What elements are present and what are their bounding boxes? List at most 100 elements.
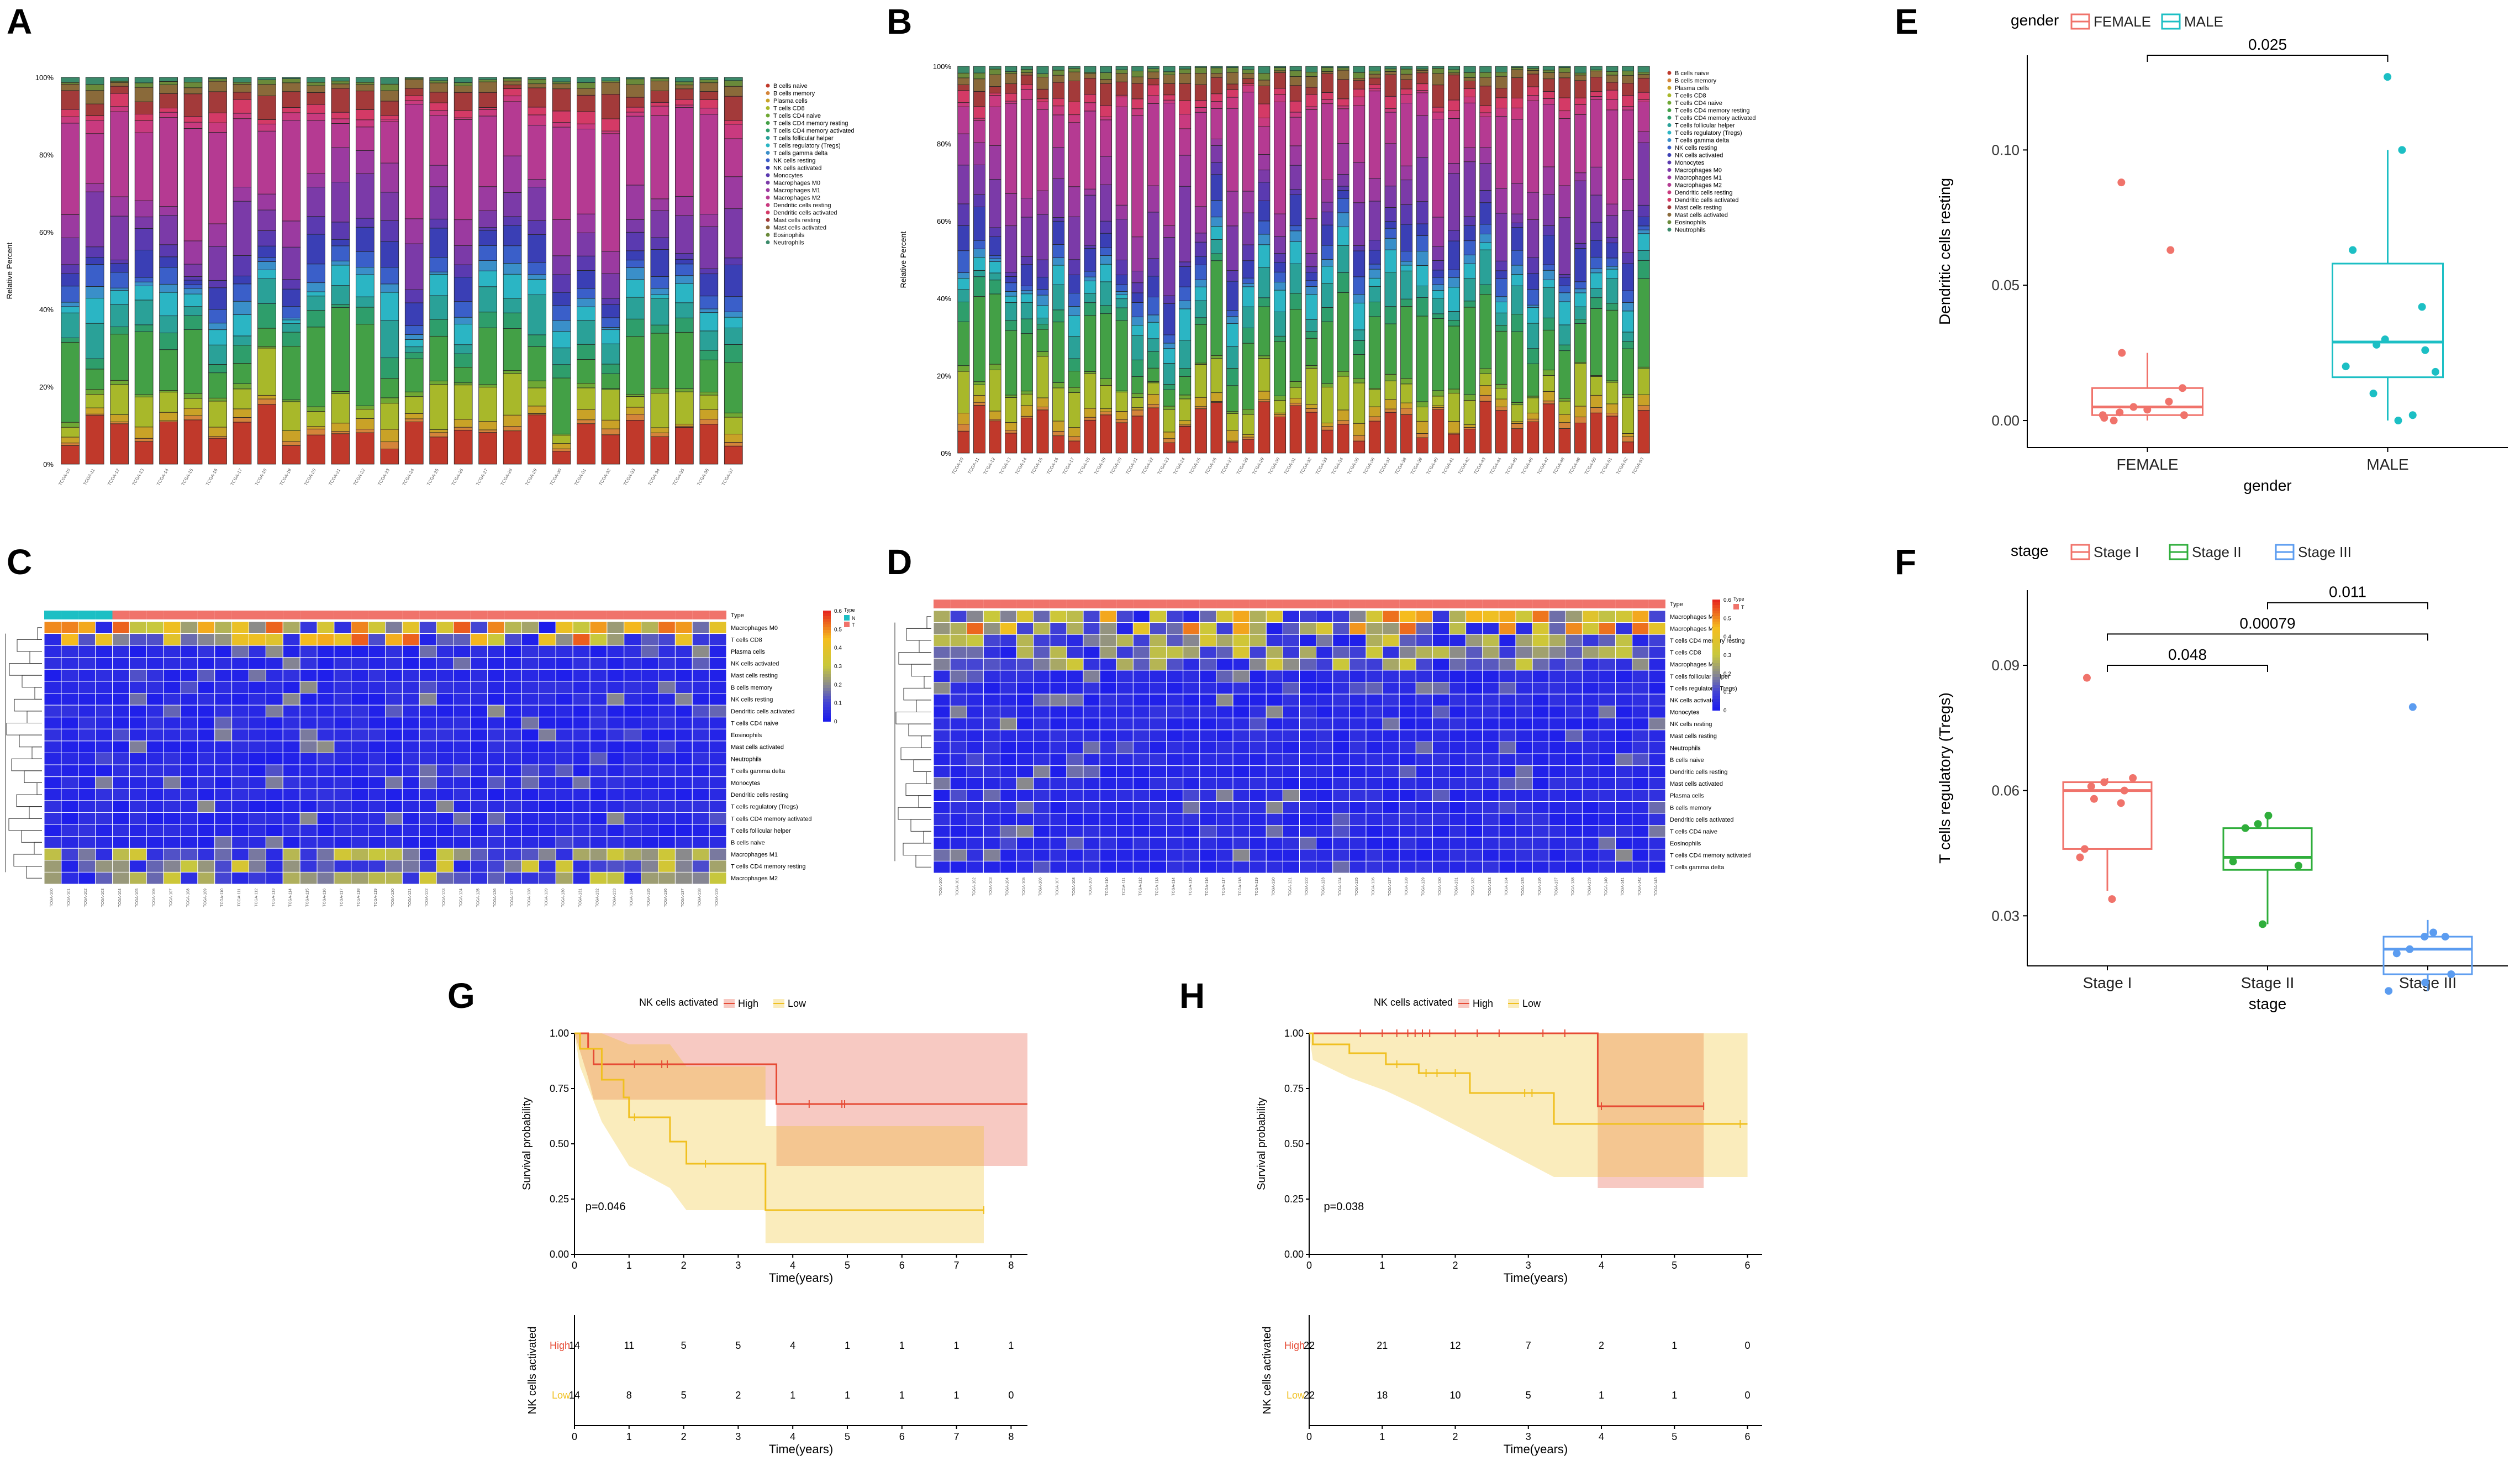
bar-segment xyxy=(208,287,227,310)
row-label: T cells follicular helper xyxy=(731,828,791,834)
heatmap-cell xyxy=(658,860,676,873)
bar-segment xyxy=(1258,306,1270,356)
bar-segment xyxy=(1100,220,1113,234)
heatmap-cell xyxy=(933,706,951,718)
bar-segment xyxy=(454,86,473,93)
bar-segment xyxy=(1400,402,1413,409)
bar-segment xyxy=(973,106,985,119)
heatmap-cell xyxy=(1316,765,1333,778)
heatmap-cell xyxy=(44,657,62,670)
heatmap-cell xyxy=(624,788,642,801)
heatmap-cell xyxy=(1615,813,1633,826)
column-label: TCGA-129 xyxy=(1421,877,1425,896)
heatmap-cell xyxy=(1565,849,1583,861)
heatmap-cell xyxy=(1232,622,1250,635)
heatmap-cell xyxy=(44,836,62,849)
heatmap-cell xyxy=(197,824,215,837)
heatmap-cell xyxy=(487,681,505,694)
heatmap-cell xyxy=(299,633,318,646)
bar-segment xyxy=(1384,96,1397,109)
x-axis-label: Time(years) xyxy=(1504,1271,1568,1285)
row-label: T cells CD4 naive xyxy=(1670,828,1717,835)
heatmap-cell xyxy=(1599,742,1616,754)
bar-segment xyxy=(626,407,645,415)
heatmap-cell xyxy=(1548,682,1566,695)
heatmap-cell xyxy=(44,705,62,718)
bar-segment xyxy=(257,119,276,124)
bar-segment xyxy=(110,327,129,335)
legend-label: T cells CD4 memory resting xyxy=(773,120,848,127)
bar-segment xyxy=(1226,411,1239,414)
legend-title: NK cells activated xyxy=(639,997,718,1008)
heatmap-cell xyxy=(299,705,318,718)
bar-segment xyxy=(85,90,104,104)
annotation-cell xyxy=(385,611,403,619)
column-label: TCGA-107 xyxy=(170,889,173,907)
heatmap-cell xyxy=(334,860,352,873)
bar-segment xyxy=(1448,320,1461,327)
heatmap-cell xyxy=(624,753,642,765)
heatmap-cell xyxy=(265,764,283,777)
bar-segment xyxy=(257,123,276,132)
heatmap-cell xyxy=(231,669,249,682)
heatmap-cell xyxy=(1199,837,1217,850)
risk-count: 2 xyxy=(1599,1340,1604,1351)
bar-segment xyxy=(601,82,620,94)
bar-segment xyxy=(1574,66,1587,73)
bar-segment xyxy=(1542,280,1555,288)
bar-segment xyxy=(1337,70,1349,80)
heatmap-cell xyxy=(641,728,658,742)
legend-label: T cells follicular helper xyxy=(1675,123,1735,129)
heatmap-cell xyxy=(1282,849,1300,861)
bar-segment xyxy=(699,80,719,83)
heatmap-cell xyxy=(589,681,608,694)
bar-segment xyxy=(699,274,719,297)
heatmap-cell xyxy=(1499,622,1516,635)
annotation-cell xyxy=(1648,600,1665,608)
heatmap-cell xyxy=(521,693,539,706)
heatmap-cell xyxy=(999,693,1018,707)
dendrogram-branch xyxy=(916,700,931,713)
column-label: TCGA-120 xyxy=(391,889,395,907)
bar-segment xyxy=(134,101,154,114)
legend-swatch xyxy=(1667,138,1672,142)
heatmap-cell xyxy=(1033,825,1051,838)
bar-segment xyxy=(282,400,301,402)
bar-segment xyxy=(1337,108,1349,144)
bar-segment xyxy=(1448,173,1461,231)
bar-segment xyxy=(1337,186,1349,191)
bar-segment xyxy=(552,320,571,332)
bar-segment xyxy=(110,259,129,264)
heatmap-cell xyxy=(1216,682,1233,695)
bar-segment xyxy=(1068,66,1080,69)
bar-segment xyxy=(989,145,1001,180)
annotation-cell xyxy=(164,611,181,619)
heatmap-cell xyxy=(95,776,113,789)
bar-segment xyxy=(1574,406,1587,418)
heatmap-cell xyxy=(1515,789,1533,802)
bar-segment xyxy=(1131,83,1144,99)
row-label: T cells gamma delta xyxy=(731,768,785,775)
p-value-label: p=0.038 xyxy=(1324,1201,1364,1213)
heatmap-cell xyxy=(1632,622,1649,635)
bar-segment xyxy=(404,218,424,244)
bar-segment xyxy=(1637,278,1650,367)
heatmap-cell xyxy=(1465,610,1483,623)
heatmap-cell xyxy=(1565,777,1583,790)
heatmap-cell xyxy=(163,836,181,849)
heatmap-cell xyxy=(504,645,522,658)
heatmap-cell xyxy=(385,812,403,825)
heatmap-cell xyxy=(1366,753,1383,766)
heatmap-cell xyxy=(180,800,198,813)
column-label: TCGA-117 xyxy=(1222,877,1226,896)
heatmap-cell xyxy=(1266,693,1283,707)
heatmap-cell xyxy=(1183,634,1200,647)
heatmap-cell xyxy=(1216,658,1233,671)
risk-count: 5 xyxy=(1526,1390,1531,1401)
heatmap-cell xyxy=(1548,765,1566,778)
bar-segment xyxy=(973,91,985,107)
color-scale-label: 0.1 xyxy=(1723,690,1731,696)
bar-segment xyxy=(674,253,694,260)
bar-segment xyxy=(1084,248,1096,272)
data-point xyxy=(2165,397,2173,406)
